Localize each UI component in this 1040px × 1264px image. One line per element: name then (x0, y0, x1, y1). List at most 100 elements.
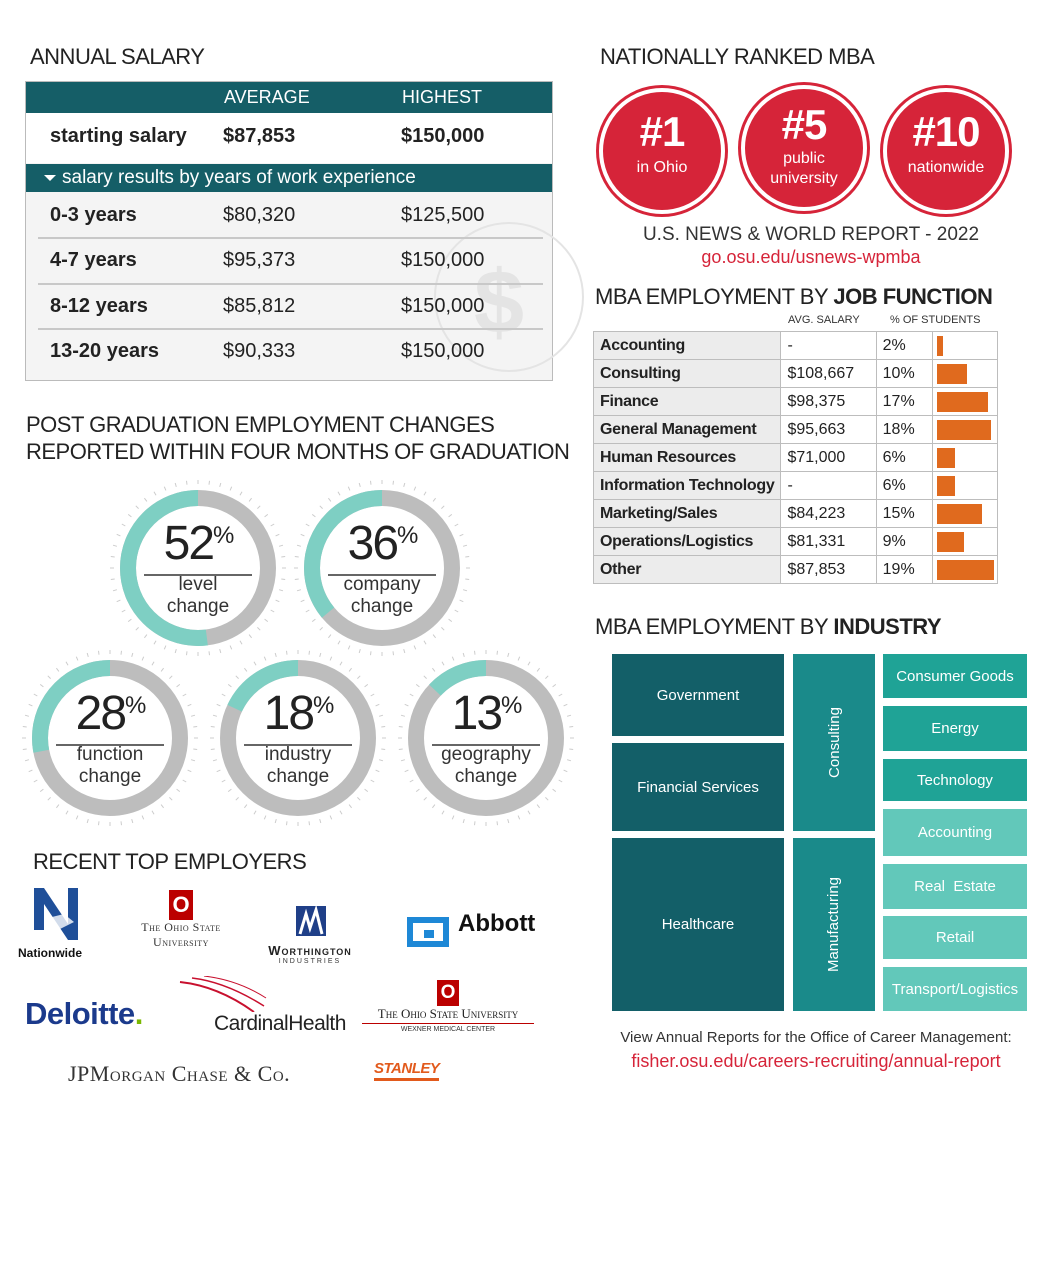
avg-salary: $84,223 (780, 499, 877, 528)
rank-number: #5 (781, 101, 828, 148)
industry-real-estate: Real Estate (883, 864, 1027, 909)
annual-reports-link[interactable]: fisher.osu.edu/careers-recruiting/annual… (631, 1051, 1001, 1071)
avg-salary: $95,663 (780, 415, 877, 444)
pct-bar-cell (932, 443, 998, 472)
osu-wexner-logo: O The Ohio State University WEXNER MEDIC… (362, 980, 534, 1044)
high: $125,500 (401, 204, 485, 226)
donut-ring (110, 480, 286, 656)
job-function: Finance (592, 387, 782, 416)
donut-label-2: change (78, 766, 142, 787)
high: $150,000 (401, 340, 485, 362)
table-row: Human Resources $71,000 6% (592, 443, 998, 472)
donut-label-2: change (454, 766, 518, 787)
table-row: Other $87,853 19% (592, 555, 998, 584)
rank-badge-public: #5 public university (741, 85, 867, 211)
starting-high: $150,000 (401, 125, 485, 147)
donut-label: function (76, 744, 144, 765)
experience-band: salary results by years of work experien… (26, 164, 552, 192)
years: 4-7 years (50, 249, 137, 271)
abbott-logo: Abbott (406, 910, 546, 950)
divider (38, 328, 543, 330)
donut-ring (294, 480, 470, 656)
donut-percent: 28% (75, 687, 147, 740)
pct-students: 6% (875, 443, 934, 472)
annual-salary-title: ANNUAL SALARY (30, 44, 205, 69)
avg: $90,333 (223, 340, 296, 362)
pct-bar-cell (932, 331, 998, 360)
pct-bar (937, 335, 944, 356)
salary-table-header: AVERAGE HIGHEST (26, 82, 552, 113)
avg-salary: $81,331 (780, 527, 877, 556)
donut-divider (244, 744, 352, 746)
industry-technology: Technology (883, 759, 1027, 801)
job-function-table: Accounting -2% Consulting $108,667 10% Financ… (592, 331, 998, 584)
table-row: 8-12 years $85,812 $150,000 (26, 285, 552, 330)
donut-label: industry (264, 744, 332, 765)
pct-students: 10% (875, 359, 934, 388)
rank-label: public (783, 150, 825, 167)
job-function: Marketing/Sales (592, 499, 782, 528)
job-function: Consulting (592, 359, 782, 388)
dollar-watermark-icon (434, 222, 584, 372)
jpmorgan-logo: JPMorgan Chase & Co. (68, 1061, 291, 1086)
pct-bar (937, 363, 968, 384)
donut-company-change: 36% company change (292, 478, 472, 658)
osu-name-1: The Ohio State (141, 920, 221, 934)
pct-students: 15% (875, 499, 934, 528)
title-prefix: MBA EMPLOYMENT BY (595, 284, 834, 309)
osu-block-o-icon: O (169, 890, 193, 920)
industry-consulting: Consulting (793, 654, 875, 831)
avg-salary: $108,667 (780, 359, 877, 388)
starting-label: starting salary (50, 125, 187, 147)
pct-bar (937, 503, 983, 524)
industry-government: Government (612, 654, 784, 736)
table-row: Information Technology -6% (592, 471, 998, 500)
industry-energy: Energy (883, 706, 1027, 751)
table-row: Marketing/Sales $84,223 15% (592, 499, 998, 528)
osu-wexner-name: The Ohio State University (362, 1006, 534, 1024)
avg-salary: $71,000 (780, 443, 877, 472)
pct-bar (937, 475, 956, 496)
pct-bar-cell (932, 415, 998, 444)
pct-bar-cell (932, 499, 998, 528)
donut-label: company (343, 574, 421, 595)
rank-number: #10 (912, 108, 980, 155)
deloitte-logo: Deloitte. (25, 996, 143, 1032)
donut-label: level (178, 574, 218, 595)
table-row: 0-3 years $80,320 $125,500 (26, 194, 552, 239)
donut-percent: 36% (347, 517, 419, 570)
table-row: Consulting $108,667 10% (592, 359, 998, 388)
deloitte-wordmark: Deloitte (25, 996, 135, 1031)
dollar-sign-icon: $ (474, 253, 525, 353)
industry-retail: Retail (883, 916, 1027, 959)
pct-bar (937, 447, 956, 468)
industry-financial-services: Financial Services (612, 743, 784, 831)
ranking-source: U.S. NEWS & WORLD REPORT - 2022 (642, 224, 980, 245)
donut-level-change: 52% level change (108, 478, 288, 658)
table-row: Accounting -2% (592, 331, 998, 360)
rank-badge-ohio: #1 in Ohio (599, 88, 725, 214)
donut-percent: 13% (451, 687, 523, 740)
worthington-wordmark: Worthington (268, 943, 352, 958)
years: 13-20 years (50, 340, 159, 362)
divider (38, 283, 543, 285)
donut-label: geography (441, 744, 531, 765)
pct-students: 9% (875, 527, 934, 556)
col-average: AVERAGE (224, 87, 310, 107)
col-pct-students: % OF STUDENTS (890, 314, 981, 326)
donut-percent: 18% (263, 687, 335, 740)
job-function: Operations/Logistics (592, 527, 782, 556)
donut-divider (144, 574, 252, 576)
divider (38, 237, 543, 239)
caret-down-icon (44, 175, 56, 181)
pct-students: 19% (875, 555, 934, 584)
stanley-logo: STANLEY (374, 1060, 440, 1081)
ranking-link[interactable]: go.osu.edu/usnews-wpmba (701, 247, 921, 267)
donut-geography-change: 13% geography change (396, 648, 576, 828)
title-bold: INDUSTRY (833, 614, 942, 639)
rank-label-2: university (770, 170, 838, 187)
donut-divider (432, 744, 540, 746)
job-function: General Management (592, 415, 782, 444)
rank-badge-nationwide: #10 nationwide (883, 88, 1009, 214)
pct-bar (937, 531, 965, 552)
